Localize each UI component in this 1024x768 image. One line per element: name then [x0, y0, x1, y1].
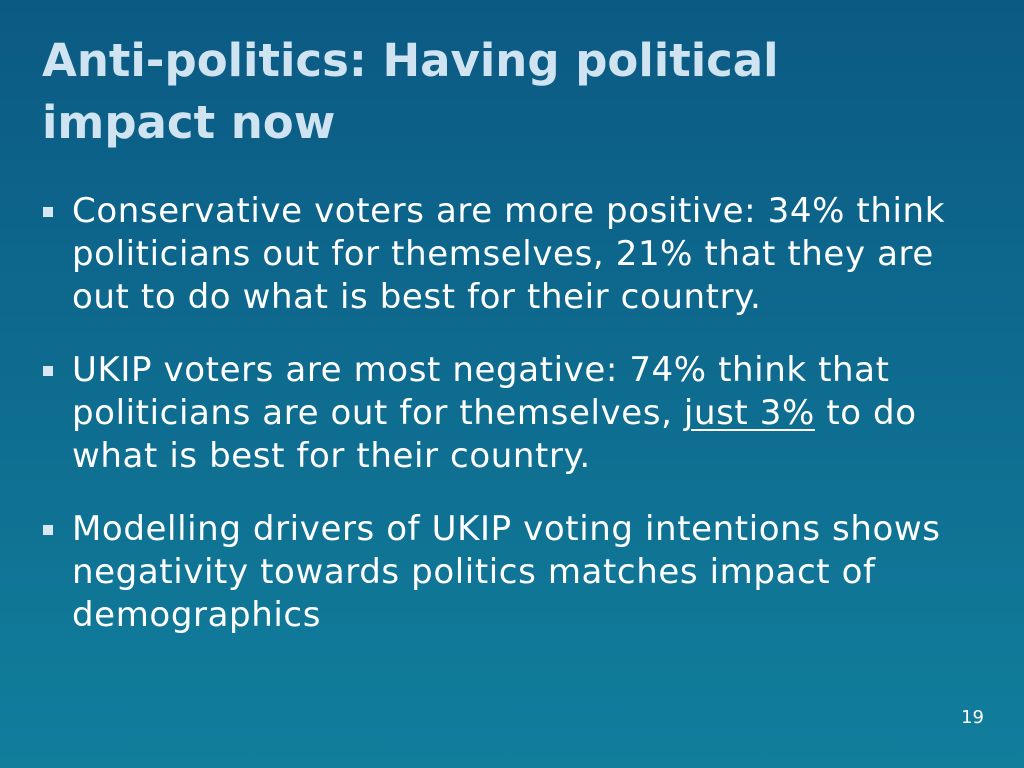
square-bullet-icon [43, 207, 53, 217]
bullet-text-end: to do what is best for their country. [72, 393, 917, 476]
bullet-item-conservative: Conservative voters are more positive: 3… [40, 190, 980, 319]
bullet-text: Modelling drivers of UKIP voting intenti… [72, 509, 941, 635]
square-bullet-icon [43, 366, 53, 376]
square-bullet-icon [43, 525, 53, 535]
bullet-item-modelling: Modelling drivers of UKIP voting intenti… [40, 508, 980, 637]
slide-title: Anti-politics: Having political impact n… [42, 34, 779, 149]
page-number: 19 [961, 707, 984, 728]
bullet-emphasis: just 3% [683, 393, 815, 433]
bullet-text: Conservative voters are more positive: 3… [72, 191, 945, 317]
bullet-item-ukip: UKIP voters are most negative: 74% think… [40, 349, 980, 478]
bullet-list: Conservative voters are more positive: 3… [40, 190, 980, 667]
bullet-text-start: UKIP voters are most negative: 74% think… [72, 350, 890, 433]
